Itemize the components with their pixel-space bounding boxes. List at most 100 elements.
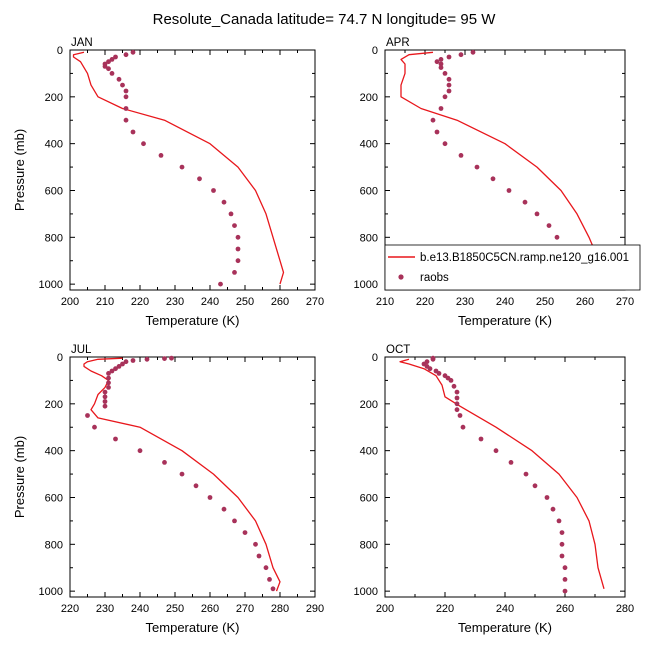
raobs-point-apr (458, 52, 464, 58)
x-tick-label-apr: 260 (576, 296, 594, 308)
x-tick-label-oct: 220 (436, 603, 454, 615)
raobs-point-jan (123, 88, 129, 94)
x-tick-label-jul: 230 (96, 603, 114, 615)
y-axis-label-jul: Pressure (mb) (12, 436, 27, 518)
legend-box (384, 244, 641, 291)
raobs-point-jan (197, 176, 202, 182)
y-axis-label-jan: Pressure (mb) (12, 129, 27, 211)
raobs-point-jan (158, 153, 164, 158)
raobs-point-jan (130, 49, 136, 55)
raobs-point-jul (123, 359, 129, 365)
raobs-point-jan (123, 94, 129, 100)
raobs-point-jul (106, 371, 111, 376)
raobs-point-jul (113, 436, 118, 442)
x-tick-label-jan: 200 (61, 296, 79, 308)
x-tick-label-jul: 270 (236, 603, 254, 615)
raobs-point-oct (559, 530, 565, 535)
raobs-point-apr (442, 94, 448, 100)
x-tick-label-apr: 210 (376, 296, 394, 308)
raobs-point-oct (454, 395, 460, 401)
panel-title-jan: JAN (71, 37, 93, 49)
raobs-point-jul (102, 389, 108, 395)
raobs-point-jul (162, 460, 167, 465)
panel-jul: JUL 220 230 240 250 260 270 280 290 0 200 400 600 800… (12, 344, 324, 635)
raobs-point-oct (430, 356, 436, 362)
y-tick-label-jul: 1000 (39, 586, 63, 598)
raobs-point-jan (102, 64, 108, 69)
raobs-point-jul (106, 380, 111, 386)
raobs-point-apr (438, 57, 444, 62)
raobs-point-apr (446, 82, 452, 88)
raobs-point-jul (109, 368, 115, 374)
raobs-point-jul (144, 356, 150, 362)
raobs-point-apr (458, 153, 464, 158)
raobs-point-jan (106, 59, 111, 65)
raobs-point-oct (508, 460, 514, 465)
legend: b.e13.B1850C5CN.ramp.ne120_g16.001 raobs (384, 244, 641, 291)
y-tick-label-jan: 200 (45, 92, 63, 104)
raobs-point-jan (235, 258, 241, 264)
raobs-point-jan (116, 76, 122, 82)
y-tick-label-apr: 200 (360, 92, 378, 104)
x-tick-label-jan: 260 (271, 296, 289, 308)
y-tick-label-jan: 400 (45, 139, 63, 151)
x-tick-label-jul: 220 (61, 603, 79, 615)
raobs-point-apr (442, 71, 448, 76)
model-profile-line-apr (400, 51, 602, 285)
raobs-point-jul (102, 399, 108, 404)
raobs-point-jul (106, 375, 111, 381)
x-tick-label-oct: 260 (556, 603, 574, 615)
raobs-point-apr (490, 176, 496, 182)
raobs-point-oct (460, 424, 466, 430)
raobs-point-jan (218, 281, 223, 287)
panel-title-jul: JUL (71, 344, 92, 356)
raobs-point-oct (544, 495, 550, 500)
panels: JAN 200 210 220 230 240 250 260 270 0 200 400 600 800… (12, 37, 634, 635)
raobs-point-apr (506, 188, 512, 193)
raobs-point-jan (109, 71, 115, 76)
raobs-point-jan (232, 270, 237, 275)
panel-title-oct: OCT (386, 344, 410, 356)
raobs-point-jan (120, 82, 125, 88)
panel-jan: JAN 200 210 220 230 240 250 260 270 0 200 400 600 800… (12, 37, 324, 328)
y-tick-label-jul: 800 (45, 539, 63, 551)
raobs-point-jul (253, 541, 258, 547)
raobs-point-oct (523, 471, 529, 477)
y-tick-label-jul: 0 (57, 352, 63, 364)
raobs-point-oct (559, 553, 565, 559)
raobs-point-jan (109, 57, 115, 62)
model-profile-line-oct (399, 358, 605, 589)
x-tick-label-oct: 240 (496, 603, 514, 615)
raobs-point-oct (559, 541, 565, 547)
raobs-point-jan (141, 141, 146, 147)
raobs-point-jul (179, 471, 185, 477)
raobs-point-oct (427, 366, 433, 372)
raobs-point-apr (438, 61, 444, 67)
raobs-point-oct (550, 506, 556, 512)
raobs-point-jul (130, 358, 136, 363)
raobs-point-jan (232, 223, 237, 229)
raobs-point-apr (522, 199, 528, 205)
raobs-point-jan (123, 106, 129, 111)
raobs-point-apr (434, 129, 440, 135)
raobs-point-oct (457, 413, 463, 418)
model-profile-line-jan (72, 51, 285, 285)
y-tick-label-apr: 800 (360, 232, 378, 244)
raobs-point-jul (232, 518, 237, 524)
y-tick-label-apr: 400 (360, 139, 378, 151)
raobs-point-jul (193, 483, 199, 489)
raobs-point-oct (562, 588, 568, 594)
y-tick-label-oct: 200 (360, 399, 378, 411)
y-tick-label-oct: 400 (360, 446, 378, 458)
x-tick-label-jan: 250 (236, 296, 254, 308)
x-axis-label-oct: Temperature (K) (458, 620, 552, 635)
x-tick-label-apr: 240 (496, 296, 514, 308)
raobs-point-jul (267, 577, 272, 582)
y-tick-label-oct: 600 (360, 492, 378, 504)
raobs-point-jan (106, 66, 111, 72)
x-axis-label-apr: Temperature (K) (458, 313, 552, 328)
y-tick-label-jan: 0 (57, 45, 63, 57)
raobs-point-jan (235, 246, 241, 252)
x-tick-label-jul: 250 (166, 603, 184, 615)
